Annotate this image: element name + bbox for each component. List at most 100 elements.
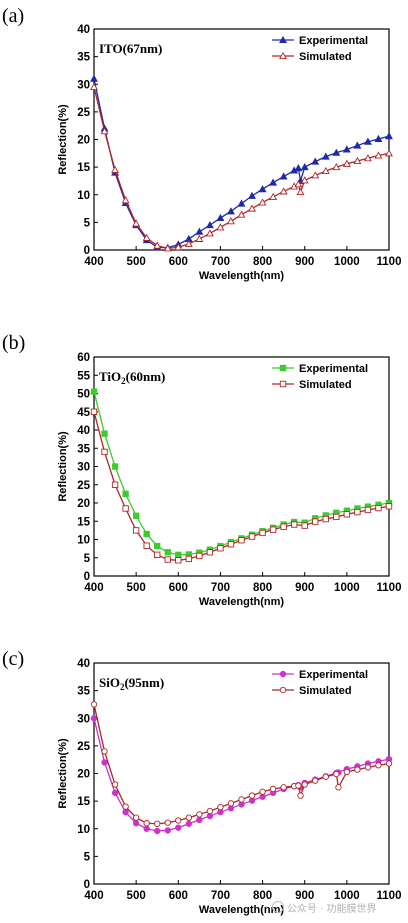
data-point — [185, 555, 192, 563]
y-axis-title: Reflection(%) — [57, 431, 69, 502]
data-point — [90, 82, 98, 91]
x-tick-label: 700 — [211, 582, 230, 594]
data-point — [248, 191, 257, 199]
watermark-text: 公众号 · 功能膜世界 — [287, 903, 377, 915]
x-tick-label: 700 — [211, 256, 230, 268]
x-axis-title: Wavelength(nm) — [199, 904, 284, 916]
y-tick-label: 30 — [77, 79, 90, 91]
x-tick-label: 1000 — [334, 256, 360, 268]
data-point — [175, 557, 182, 564]
y-tick-label: 5 — [84, 553, 91, 565]
x-tick-label: 600 — [169, 890, 188, 902]
x-tick-label: 700 — [211, 890, 230, 902]
data-point — [164, 827, 171, 834]
data-point — [195, 234, 204, 242]
data-point — [280, 784, 287, 791]
inset-title-subscript: 2 — [120, 682, 125, 692]
data-point — [295, 782, 302, 789]
data-point — [164, 549, 171, 556]
legend-marker — [279, 686, 287, 694]
data-point — [217, 545, 224, 552]
y-tick-label: 30 — [77, 713, 90, 725]
inset-title: ITO(67nm) — [99, 41, 162, 56]
data-point — [143, 542, 150, 549]
y-tick-label: 15 — [77, 162, 90, 174]
data-point — [374, 134, 383, 142]
data-point — [111, 789, 119, 797]
x-tick-label: 500 — [127, 582, 146, 594]
inset-title: SiO2(95nm) — [99, 675, 164, 692]
data-point — [132, 814, 140, 821]
panel-c: (c) 0 5 10 15 20 25 30 35 40 400 500 600 700 800 900 100… — [2, 648, 401, 916]
data-point — [333, 513, 340, 521]
y-tick-label: 10 — [77, 190, 90, 202]
data-point — [300, 176, 309, 184]
data-point — [269, 192, 278, 200]
data-point — [248, 204, 257, 212]
legend-label: Experimental — [299, 669, 368, 681]
data-point — [217, 804, 224, 811]
series-simulated — [90, 408, 393, 564]
data-point — [294, 164, 303, 172]
x-tick-label: 400 — [84, 890, 103, 902]
y-tick-label: 40 — [77, 24, 90, 36]
y-tick-label: 20 — [77, 769, 90, 781]
data-point — [259, 788, 266, 795]
x-tick-label: 400 — [84, 256, 103, 268]
y-tick-label: 25 — [77, 480, 90, 492]
data-point — [196, 816, 203, 824]
legend-label: Experimental — [299, 363, 368, 375]
data-point — [354, 508, 361, 516]
series-simulated — [90, 82, 393, 252]
data-point — [122, 803, 129, 810]
data-point — [122, 809, 129, 816]
data-point — [122, 505, 129, 512]
data-point — [175, 824, 182, 831]
data-point — [196, 811, 203, 818]
data-point — [385, 132, 393, 140]
y-tick-label: 60 — [77, 352, 90, 364]
data-point — [175, 551, 182, 558]
data-point — [206, 807, 214, 815]
data-point — [143, 825, 150, 832]
data-point — [321, 152, 330, 160]
panel-a: (a) 0 5 10 15 20 25 30 35 40 400 500 600 700 800 900 100… — [2, 5, 401, 282]
data-point — [259, 529, 266, 537]
y-tick-label: 40 — [77, 425, 90, 437]
data-point — [321, 166, 330, 175]
data-point — [154, 820, 161, 827]
legend-label: Simulated — [299, 51, 352, 63]
x-tick-label: 1100 — [377, 890, 402, 902]
inset-title-main: SiO — [99, 675, 120, 690]
data-point — [353, 141, 362, 149]
data-point — [269, 785, 277, 793]
legend-marker — [279, 364, 287, 372]
x-tick-label: 800 — [253, 256, 272, 268]
data-point — [237, 199, 246, 207]
inset-title-main: ITO(67nm) — [99, 41, 162, 56]
data-point — [164, 819, 171, 826]
y-tick-label: 50 — [77, 389, 90, 401]
x-tick-label: 1000 — [334, 890, 360, 902]
data-point — [332, 148, 341, 156]
data-point — [280, 523, 287, 530]
data-point — [153, 241, 162, 249]
data-point — [300, 162, 309, 171]
data-point — [226, 207, 235, 215]
x-tick-label: 500 — [127, 890, 146, 902]
legend-marker — [279, 380, 287, 388]
data-point — [205, 221, 214, 229]
y-axis-title: Reflection(%) — [57, 104, 69, 175]
data-point — [312, 518, 319, 525]
data-point — [269, 526, 277, 533]
data-point — [205, 229, 214, 237]
series-simulated — [90, 701, 393, 827]
inset-title-subscript: 2 — [121, 376, 126, 386]
data-point — [163, 244, 172, 252]
y-tick-label: 15 — [77, 516, 90, 528]
data-point — [121, 196, 130, 204]
y-tick-label: 5 — [84, 217, 91, 229]
data-point — [101, 759, 108, 766]
legend-label: Simulated — [299, 379, 352, 391]
data-point — [154, 827, 161, 835]
